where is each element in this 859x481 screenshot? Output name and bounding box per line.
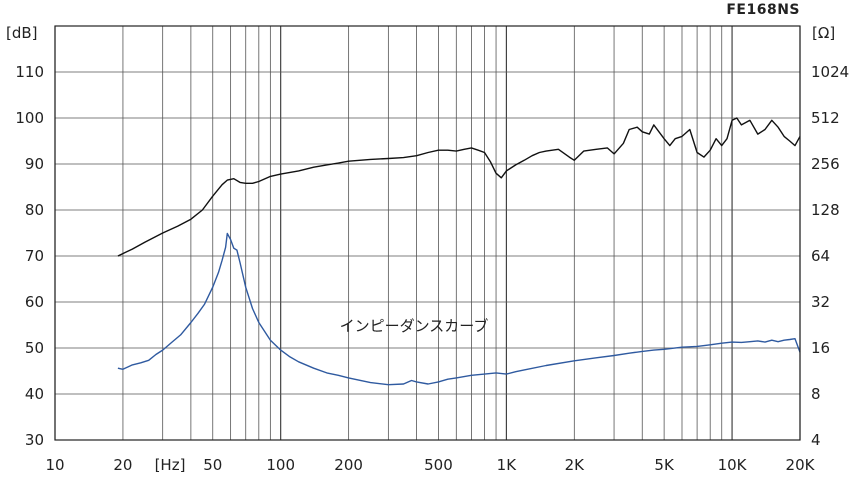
x-tick-labels: 10 20 50 100 200 500 1K 2K 5K 10K 20K <box>45 456 815 474</box>
series-layer <box>117 117 801 386</box>
x-tick-label: 50 <box>203 456 222 474</box>
x-axis-unit-label: [Hz] <box>155 456 186 474</box>
impedance-curve-line <box>117 232 801 386</box>
y-axis-left-label: [dB] <box>6 24 38 42</box>
impedance-curve-annotation: インピーダンスカーブ <box>340 317 489 335</box>
y-axis-right-label: [Ω] <box>812 24 835 42</box>
y-tick-label-right: 16 <box>811 339 830 357</box>
x-tick-label: 100 <box>266 456 295 474</box>
y-tick-label-right: 32 <box>811 293 830 311</box>
y-tick-label-right: 256 <box>811 155 840 173</box>
y-tick-label-right: 4 <box>811 431 821 449</box>
x-tick-label: 500 <box>424 456 453 474</box>
chart-title: FE168NS <box>726 2 800 18</box>
y-tick-label-right: 1024 <box>811 63 849 81</box>
y-tick-label-right: 512 <box>811 109 840 127</box>
x-tick-label: 10K <box>718 456 748 474</box>
y-tick-label-left: 40 <box>25 385 44 403</box>
x-tick-label: 2K <box>565 456 586 474</box>
plot-frame <box>54 25 801 441</box>
x-tick-label: 5K <box>654 456 675 474</box>
y-tick-label-left: 100 <box>15 109 44 127</box>
x-tick-label: 200 <box>334 456 363 474</box>
y-tick-label-left: 110 <box>15 63 44 81</box>
y-tick-label-right: 64 <box>811 247 830 265</box>
y-tick-labels-right: 4 8 16 32 64 128 256 512 1024 <box>811 63 849 449</box>
y-tick-label-left: 60 <box>25 293 44 311</box>
y-tick-label-left: 80 <box>25 201 44 219</box>
grid <box>54 26 801 441</box>
x-tick-label: 10 <box>45 456 64 474</box>
x-tick-label: 20 <box>113 456 132 474</box>
spl-curve-line <box>117 117 801 257</box>
y-tick-label-left: 30 <box>25 431 44 449</box>
y-tick-label-left: 70 <box>25 247 44 265</box>
y-tick-label-left: 50 <box>25 339 44 357</box>
y-tick-label-right: 128 <box>811 201 840 219</box>
y-tick-label-left: 90 <box>25 155 44 173</box>
x-tick-label: 1K <box>497 456 518 474</box>
x-tick-label: 20K <box>786 456 816 474</box>
y-tick-labels-left: 30 40 50 60 70 80 90 100 110 <box>15 63 44 449</box>
y-tick-label-right: 8 <box>811 385 821 403</box>
